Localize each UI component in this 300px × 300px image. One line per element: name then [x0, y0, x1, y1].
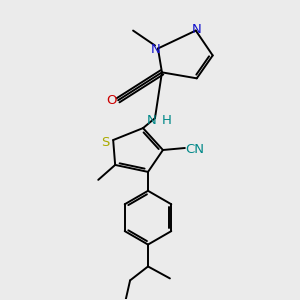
- Text: N: N: [192, 23, 202, 36]
- Text: CN: CN: [185, 142, 204, 155]
- Text: O: O: [106, 94, 116, 107]
- Text: S: S: [101, 136, 110, 148]
- Text: N: N: [147, 114, 157, 127]
- Text: N: N: [151, 43, 161, 56]
- Text: H: H: [162, 114, 172, 127]
